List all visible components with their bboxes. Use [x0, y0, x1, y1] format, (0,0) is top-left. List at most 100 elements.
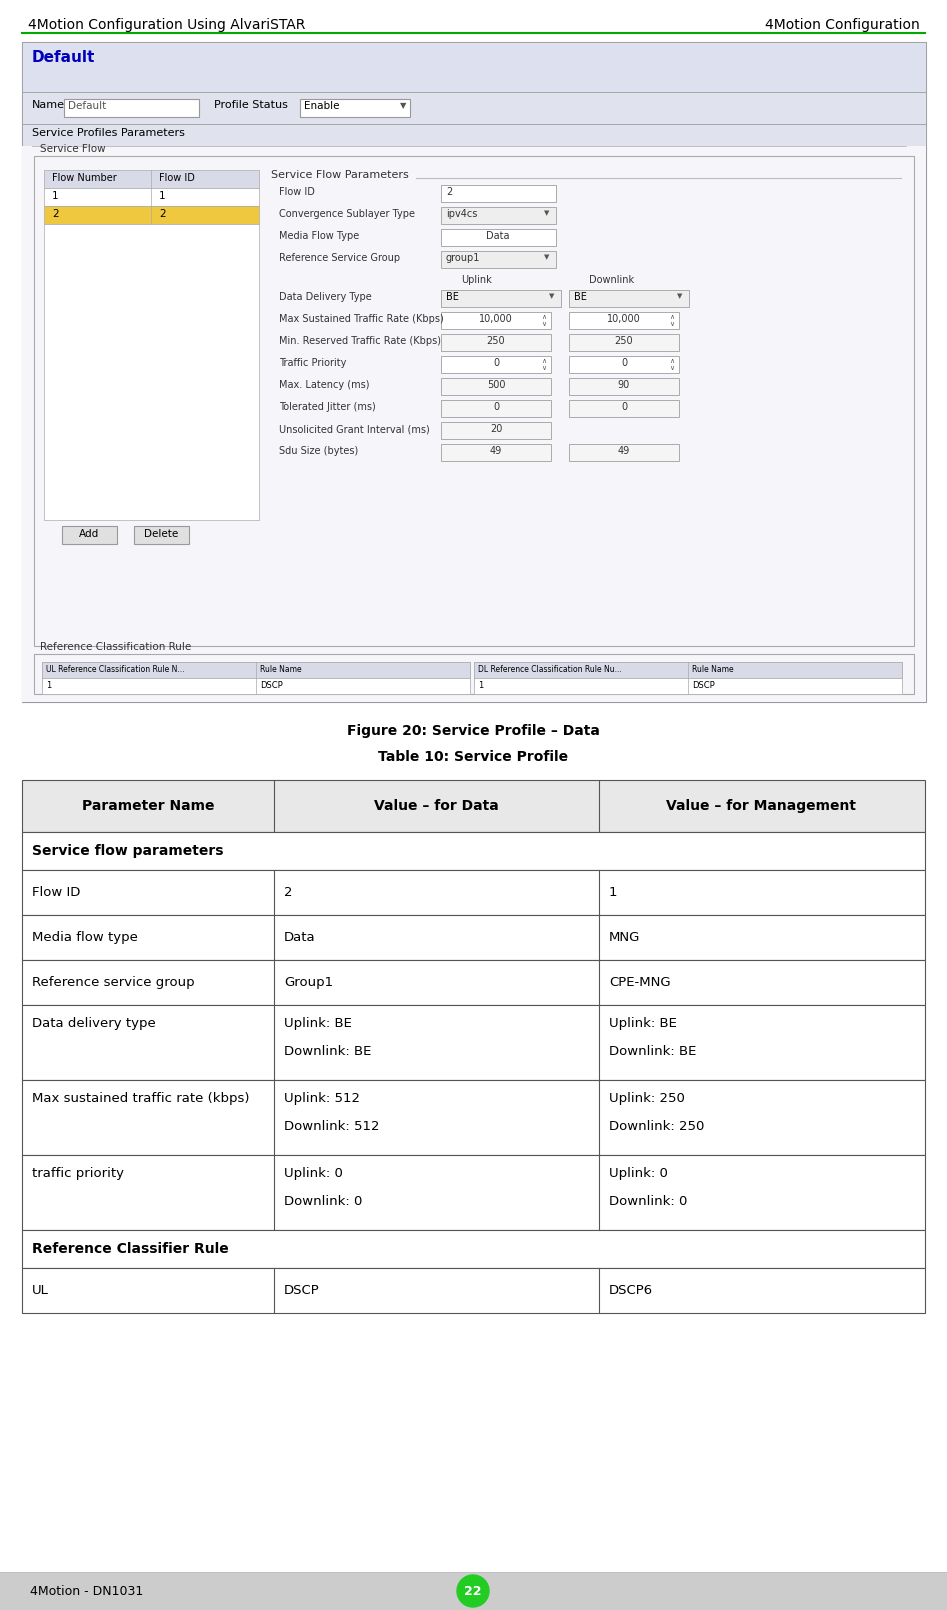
FancyBboxPatch shape	[22, 1154, 925, 1230]
Text: Data Delivery Type: Data Delivery Type	[279, 291, 372, 303]
Text: Media Flow Type: Media Flow Type	[279, 230, 359, 242]
Text: DSCP: DSCP	[692, 681, 715, 691]
Text: 2: 2	[446, 187, 453, 196]
FancyBboxPatch shape	[441, 229, 556, 246]
FancyBboxPatch shape	[569, 444, 679, 460]
Text: 10,000: 10,000	[607, 314, 641, 324]
Text: Max sustained traffic rate (kbps): Max sustained traffic rate (kbps)	[32, 1092, 249, 1104]
Text: Unsolicited Grant Interval (ms): Unsolicited Grant Interval (ms)	[279, 423, 430, 435]
Text: Service Profiles Parameters: Service Profiles Parameters	[32, 129, 185, 138]
FancyBboxPatch shape	[22, 1269, 925, 1314]
Text: 1: 1	[609, 886, 617, 898]
Text: Name: Name	[32, 100, 65, 109]
FancyBboxPatch shape	[42, 662, 470, 686]
FancyBboxPatch shape	[64, 98, 199, 118]
Text: Uplink: Uplink	[461, 275, 491, 285]
Text: Downlink: 0: Downlink: 0	[284, 1195, 363, 1208]
Text: Sdu Size (bytes): Sdu Size (bytes)	[279, 446, 358, 456]
Text: 10,000: 10,000	[479, 314, 513, 324]
Text: 4Motion Configuration: 4Motion Configuration	[765, 18, 920, 32]
Text: Downlink: 0: Downlink: 0	[609, 1195, 688, 1208]
Text: Service flow parameters: Service flow parameters	[32, 844, 223, 858]
Text: DSCP6: DSCP6	[609, 1283, 653, 1296]
Text: 0: 0	[493, 357, 499, 369]
Text: DSCP: DSCP	[260, 681, 283, 691]
Text: BE: BE	[446, 291, 459, 303]
Text: traffic priority: traffic priority	[32, 1167, 124, 1180]
Text: Profile Status: Profile Status	[214, 100, 288, 109]
Text: UL Reference Classification Rule N...: UL Reference Classification Rule N...	[46, 665, 185, 675]
Text: Data delivery type: Data delivery type	[32, 1018, 155, 1030]
FancyBboxPatch shape	[22, 914, 925, 960]
FancyBboxPatch shape	[441, 251, 556, 267]
FancyBboxPatch shape	[569, 333, 679, 351]
FancyBboxPatch shape	[22, 42, 926, 92]
FancyBboxPatch shape	[569, 399, 679, 417]
FancyBboxPatch shape	[474, 662, 902, 678]
FancyBboxPatch shape	[22, 1005, 925, 1080]
Text: Figure 20: Service Profile – Data: Figure 20: Service Profile – Data	[347, 724, 600, 737]
FancyBboxPatch shape	[62, 526, 117, 544]
Text: Flow ID: Flow ID	[279, 187, 314, 196]
Text: Reference Classification Rule: Reference Classification Rule	[40, 642, 191, 652]
FancyBboxPatch shape	[22, 832, 925, 869]
Text: 0: 0	[493, 402, 499, 412]
FancyBboxPatch shape	[441, 356, 551, 374]
Circle shape	[457, 1575, 489, 1607]
Text: MNG: MNG	[609, 931, 640, 943]
Text: 49: 49	[490, 446, 502, 456]
Text: Uplink: 0: Uplink: 0	[609, 1167, 668, 1180]
Text: ∧
∨: ∧ ∨	[541, 357, 546, 370]
FancyBboxPatch shape	[441, 399, 551, 417]
Text: Group1: Group1	[284, 976, 333, 989]
FancyBboxPatch shape	[569, 356, 679, 374]
Text: Flow ID: Flow ID	[32, 886, 80, 898]
FancyBboxPatch shape	[44, 206, 259, 224]
Text: CPE-MNG: CPE-MNG	[609, 976, 670, 989]
FancyBboxPatch shape	[22, 1230, 925, 1269]
Text: ∧
∨: ∧ ∨	[669, 357, 674, 370]
Text: Downlink: BE: Downlink: BE	[284, 1045, 371, 1058]
Text: 1: 1	[478, 681, 483, 691]
FancyBboxPatch shape	[34, 654, 914, 694]
Text: Uplink: 512: Uplink: 512	[284, 1092, 360, 1104]
Text: 250: 250	[615, 336, 634, 346]
FancyBboxPatch shape	[300, 98, 410, 118]
Text: Add: Add	[79, 530, 99, 539]
Text: 1: 1	[52, 192, 59, 201]
Text: ▼: ▼	[400, 101, 406, 109]
Text: Value – for Management: Value – for Management	[666, 799, 856, 813]
Text: 2: 2	[52, 209, 59, 219]
Text: 2: 2	[159, 209, 166, 219]
Text: Uplink: 0: Uplink: 0	[284, 1167, 343, 1180]
Text: Convergence Sublayer Type: Convergence Sublayer Type	[279, 209, 415, 219]
Text: Rule Name: Rule Name	[692, 665, 734, 675]
FancyBboxPatch shape	[441, 208, 556, 224]
Text: Downlink: 250: Downlink: 250	[609, 1121, 705, 1133]
FancyBboxPatch shape	[44, 224, 259, 520]
FancyBboxPatch shape	[441, 290, 561, 308]
FancyBboxPatch shape	[569, 312, 679, 328]
Text: 0: 0	[621, 402, 627, 412]
Text: Flow ID: Flow ID	[159, 172, 195, 184]
Text: 4Motion - DN1031: 4Motion - DN1031	[30, 1584, 143, 1597]
FancyBboxPatch shape	[22, 92, 926, 124]
Text: Reference Classifier Rule: Reference Classifier Rule	[32, 1241, 229, 1256]
FancyBboxPatch shape	[441, 312, 551, 328]
FancyBboxPatch shape	[569, 290, 689, 308]
Text: Traffic Priority: Traffic Priority	[279, 357, 347, 369]
Text: Service Flow Parameters: Service Flow Parameters	[271, 171, 409, 180]
Text: Downlink: Downlink	[589, 275, 634, 285]
Text: Uplink: 250: Uplink: 250	[609, 1092, 685, 1104]
Text: Data: Data	[486, 230, 509, 242]
FancyBboxPatch shape	[569, 378, 679, 394]
Text: Max Sustained Traffic Rate (Kbps): Max Sustained Traffic Rate (Kbps)	[279, 314, 444, 324]
FancyBboxPatch shape	[34, 156, 914, 646]
FancyBboxPatch shape	[134, 526, 189, 544]
FancyBboxPatch shape	[441, 333, 551, 351]
Text: 4Motion Configuration Using AlvariSTAR: 4Motion Configuration Using AlvariSTAR	[28, 18, 305, 32]
Text: ▼: ▼	[677, 293, 683, 299]
Text: 22: 22	[464, 1584, 482, 1597]
Text: Downlink: 512: Downlink: 512	[284, 1121, 380, 1133]
Text: Value – for Data: Value – for Data	[374, 799, 498, 813]
